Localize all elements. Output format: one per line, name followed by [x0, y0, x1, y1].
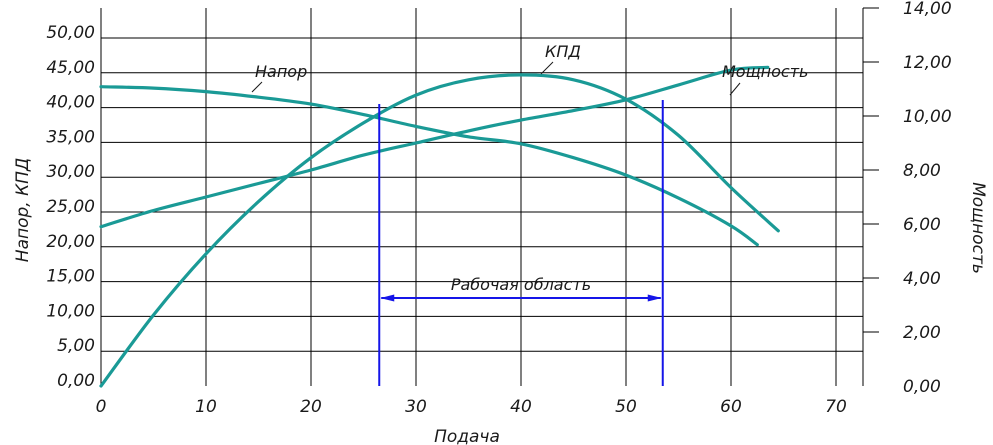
tick-labels: 0 10 20 30 40 50 60 70 0,00 5,00 10,00 15,00 20,00 25… [46, 0, 951, 417]
y-axis-left-label: Напор, КПД [13, 158, 33, 262]
y-left-tick-label: 40,00 [46, 93, 95, 113]
x-tick-label: 40 [510, 397, 532, 417]
x-axis-label: Подача [434, 427, 500, 445]
x-tick-label: 70 [825, 397, 847, 417]
work-area-label: Рабочая область [451, 275, 591, 294]
efficiency-label: КПД [545, 42, 581, 61]
head-label: Напор [255, 62, 307, 81]
efficiency-label-leader [540, 61, 554, 75]
y-left-tick-label: 20,00 [46, 232, 95, 252]
x-tick-label: 0 [96, 397, 107, 417]
y-left-tick-label: 25,00 [46, 197, 95, 217]
power-curve [99, 65, 770, 229]
head-label-leader [251, 81, 263, 93]
y-left-tick-label: 15,00 [46, 267, 95, 287]
y-left-tick-label: 10,00 [46, 301, 95, 321]
y-left-tick-label: 50,00 [46, 23, 95, 43]
y-right-tick-label: 2,00 [903, 323, 941, 343]
y-axis-right-label: Мощность [968, 182, 988, 274]
y-right-tick-label: 10,00 [903, 107, 952, 127]
y-left-tick-label: 45,00 [46, 58, 95, 78]
efficiency-curve [99, 73, 780, 388]
y-right-tick-label: 12,00 [903, 53, 952, 73]
curves [99, 65, 780, 388]
x-tick-label: 30 [405, 397, 427, 417]
work-area-arrow-head-left [380, 294, 395, 302]
grid-lines [100, 7, 879, 386]
y-left-tick-label: 30,00 [46, 162, 95, 182]
y-right-tick-label: 6,00 [903, 215, 941, 235]
x-tick-label: 50 [615, 397, 637, 417]
y-right-tick-label: 8,00 [903, 161, 941, 181]
work-area-arrow-head-right [647, 294, 662, 302]
power-label-leader [729, 82, 741, 96]
y-left-tick-label: 35,00 [46, 127, 95, 147]
y-right-tick-label: 14,00 [903, 0, 952, 19]
working-area-marker: Рабочая область [378, 100, 664, 386]
y-right-tick-label: 0,00 [903, 377, 941, 397]
curve-labels: Напор КПД Мощность [251, 42, 808, 96]
power-label: Мощность [722, 62, 808, 81]
x-tick-label: 20 [300, 397, 322, 417]
y-left-tick-label: 0,00 [57, 371, 95, 391]
x-tick-label: 10 [195, 397, 217, 417]
y-left-tick-label: 5,00 [57, 336, 95, 356]
y-right-tick-label: 4,00 [903, 269, 941, 289]
x-tick-label: 60 [720, 397, 742, 417]
head-curve [99, 85, 759, 247]
